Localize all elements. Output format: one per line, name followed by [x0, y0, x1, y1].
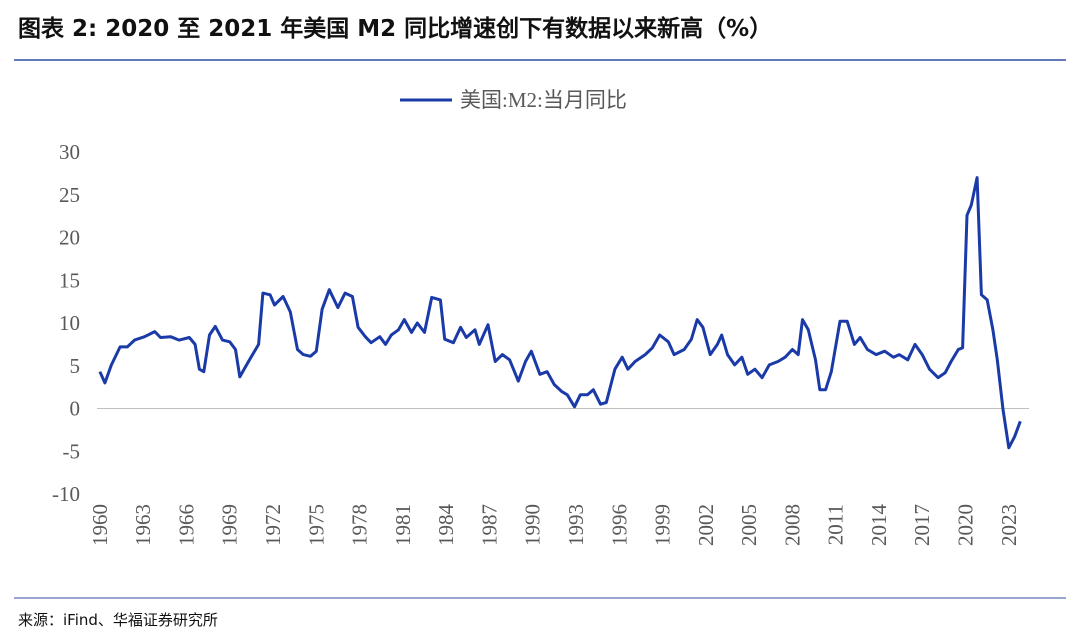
x-tick-label: 1990	[521, 504, 545, 546]
x-tick-label: 2008	[780, 504, 804, 546]
y-tick-label: 25	[59, 183, 80, 207]
x-tick-label: 1996	[607, 504, 631, 546]
x-tick-label: 2005	[737, 504, 761, 546]
x-tick-label: 1987	[477, 504, 501, 546]
x-tick-label: 1978	[348, 504, 372, 546]
x-tick-label: 2002	[694, 504, 718, 546]
x-tick-label: 2011	[824, 504, 848, 545]
y-tick-label: 30	[59, 140, 80, 164]
line-series	[98, 176, 1022, 450]
x-tick-label: 1984	[434, 504, 458, 547]
x-tick-label: 1966	[174, 504, 198, 546]
y-tick-label: 5	[70, 354, 81, 378]
x-tick-label: 1963	[131, 504, 155, 546]
x-tick-label: 2014	[867, 504, 891, 547]
y-tick-label: -5	[63, 439, 81, 463]
x-tick-label: 2020	[954, 504, 978, 546]
x-tick-label: 1960	[88, 504, 112, 546]
y-tick-label: 10	[59, 311, 80, 335]
x-tick-label: 1999	[651, 504, 675, 546]
x-tick-label: 2017	[910, 504, 934, 546]
x-tick-label: 1981	[391, 504, 415, 546]
y-tick-label: 20	[59, 226, 80, 250]
x-tick-label: 1993	[564, 504, 588, 546]
y-tick-label: -10	[52, 482, 80, 506]
y-tick-label: 15	[59, 268, 80, 292]
y-tick-label: 0	[70, 397, 81, 421]
x-tick-label: 1972	[261, 504, 285, 546]
x-tick-label: 1975	[304, 504, 328, 546]
chart-title: 图表 2: 2020 至 2021 年美国 M2 同比增速创下有数据以来新高（%…	[18, 15, 772, 42]
legend-label: 美国:M2:当月同比	[460, 88, 627, 112]
source: 来源：iFind、华福证券研究所	[18, 611, 218, 629]
x-tick-label: 2023	[997, 504, 1021, 546]
x-tick-label: 1969	[218, 504, 242, 546]
